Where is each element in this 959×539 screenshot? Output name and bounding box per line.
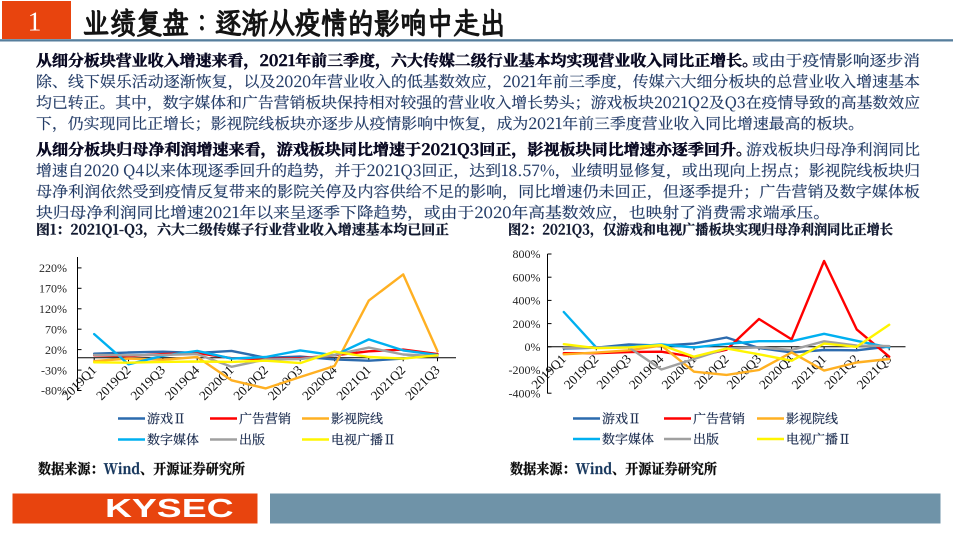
svg-text:-200%: -200% <box>509 363 541 377</box>
svg-text:70%: 70% <box>45 322 67 336</box>
svg-text:-80%: -80% <box>41 384 67 398</box>
svg-text:170%: 170% <box>39 282 67 296</box>
svg-text:400%: 400% <box>513 294 541 308</box>
svg-text:600%: 600% <box>513 270 541 284</box>
svg-text:120%: 120% <box>39 302 67 316</box>
svg-text:0%: 0% <box>525 340 541 354</box>
svg-text:220%: 220% <box>39 261 67 275</box>
svg-text:1: 1 <box>28 6 42 37</box>
svg-text:-30%: -30% <box>41 363 67 377</box>
svg-text:-400%: -400% <box>509 386 541 400</box>
svg-text:800%: 800% <box>513 247 541 261</box>
svg-text:KYSEC: KYSEC <box>105 493 234 523</box>
svg-text:20%: 20% <box>45 343 67 357</box>
svg-text:200%: 200% <box>513 317 541 331</box>
